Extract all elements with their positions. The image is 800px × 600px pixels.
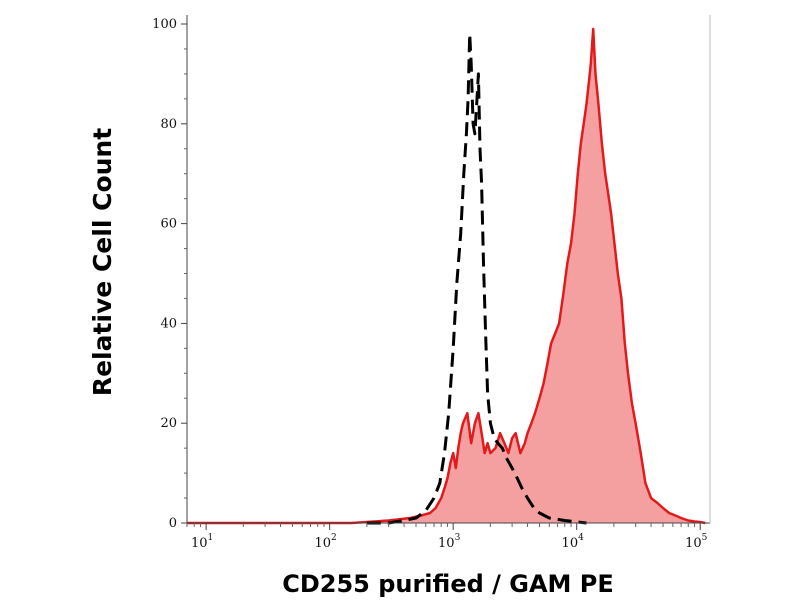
y-tick-label: 20 [160, 416, 177, 431]
series-fill-cd255-stained [187, 29, 706, 523]
series-line-isotype-control [366, 32, 587, 525]
y-tick-label: 80 [160, 117, 177, 132]
axes [186, 15, 711, 524]
x-tick-label: 102 [315, 533, 337, 551]
plot-area [187, 27, 706, 525]
x-tick-label: 105 [685, 533, 708, 551]
ticks: 0 20 40 60 80 100 101 102 103 104 105 [152, 17, 707, 551]
x-axis-title: CD255 purified / GAM PE [282, 570, 614, 598]
series-line-cd255-stained [187, 27, 706, 525]
y-tick-label: 0 [169, 516, 177, 531]
y-axis-title: Relative Cell Count [88, 128, 117, 396]
y-tick-label: 100 [152, 17, 177, 32]
x-tick-label: 104 [562, 533, 585, 551]
y-tick-label: 40 [160, 316, 177, 331]
y-tick-label: 60 [160, 217, 177, 232]
x-tick-label: 103 [438, 533, 461, 551]
x-tick-label: 101 [191, 533, 213, 551]
